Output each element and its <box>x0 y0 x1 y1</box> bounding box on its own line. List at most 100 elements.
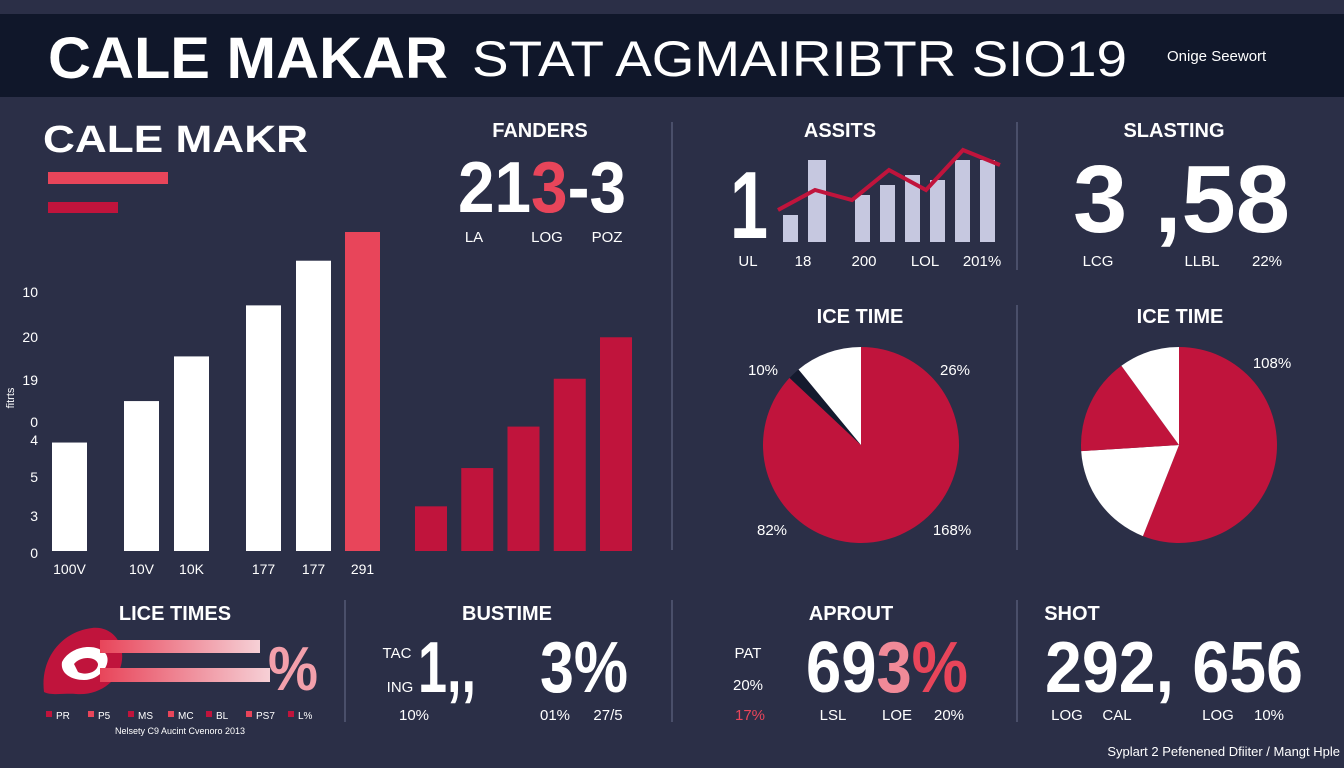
trend-line <box>777 147 1001 212</box>
stat-label: CAL <box>1102 707 1131 724</box>
value-part: 21 <box>458 148 531 228</box>
header-title: CALE MAKAR <box>48 26 448 91</box>
side-label: 10 <box>22 284 38 300</box>
value-part: 3% <box>540 628 628 708</box>
legend-label: PS7 <box>256 711 275 722</box>
pie-slice <box>798 347 861 445</box>
legend-swatch <box>288 711 294 717</box>
pie-slice <box>1121 347 1179 445</box>
stat-label: 27/5 <box>593 707 622 724</box>
stat-label: 20% <box>934 707 964 724</box>
value-part: -3 <box>568 148 626 228</box>
hero-title: CALE MAKR <box>43 119 308 161</box>
side-label: 20% <box>733 677 763 694</box>
bar <box>174 356 209 551</box>
legend-label: L% <box>298 711 313 722</box>
stat-label: 18 <box>795 253 812 270</box>
legend-label: PR <box>56 711 70 722</box>
bar <box>52 442 87 551</box>
accent-bar <box>48 172 168 184</box>
stat-label: 01% <box>540 707 570 724</box>
pie-label: 108% <box>1253 355 1291 372</box>
bar <box>345 232 380 551</box>
stat-label: LOL <box>911 253 939 270</box>
panel-title: SHOT <box>1044 603 1100 625</box>
pie-label: 168% <box>933 522 971 539</box>
side-label: 4 <box>30 432 38 448</box>
stat-title: SLASTING <box>1123 120 1224 142</box>
pie-slice <box>763 347 960 543</box>
side-label: 0 <box>30 414 38 430</box>
value-part: 292, 656 <box>1045 628 1303 708</box>
value-part: 69 <box>806 628 876 708</box>
mini-bar <box>855 195 870 242</box>
axis-title: fitrts <box>5 387 17 408</box>
stat-label: LOG <box>1202 707 1234 724</box>
stat-label: 10% <box>399 707 429 724</box>
x-tick-label: 177 <box>252 561 276 577</box>
x-tick-label: 10V <box>129 561 155 577</box>
stat-label: LOG <box>531 229 563 246</box>
pie-label: 82% <box>757 522 787 539</box>
pie-title: ICE TIME <box>1137 306 1224 328</box>
legend-swatch <box>206 711 212 717</box>
stat-label: 200 <box>851 253 876 270</box>
stat-label: LOE <box>882 707 912 724</box>
stat-title: FANDERS <box>492 120 588 142</box>
mini-bar <box>880 185 895 242</box>
side-label: 5 <box>30 469 38 485</box>
bar <box>296 260 331 551</box>
legend-label: P5 <box>98 711 111 722</box>
side-label: 20 <box>22 329 38 345</box>
mini-bar <box>955 160 970 242</box>
legend-swatch <box>88 711 94 717</box>
mini-bar <box>930 180 945 242</box>
pie-title: ICE TIME <box>817 306 904 328</box>
stat-label: LA <box>465 229 483 246</box>
panel-title: LICE TIMES <box>119 603 231 625</box>
bar <box>553 378 586 551</box>
side-label: 0 <box>30 545 38 561</box>
side-label: 19 <box>22 372 38 388</box>
value-part: 3 <box>531 148 568 228</box>
x-tick-label: 177 <box>302 561 326 577</box>
legend-label: MC <box>178 711 194 722</box>
header-subtitle: STAT AGMAIRIBTR SIO19 <box>472 31 1127 87</box>
pie-slice <box>1081 445 1179 537</box>
legend-label: BL <box>216 711 229 722</box>
legend: PR P5 MS MC BL PS7 L% <box>46 711 313 722</box>
deco-bar <box>100 640 260 653</box>
panel-title: APROUT <box>809 603 893 625</box>
stat-label: POZ <box>592 229 623 246</box>
stat-value: 693% <box>806 628 968 708</box>
deco-bar <box>100 668 270 682</box>
stat-label: LLBL <box>1184 253 1219 270</box>
stat-label: LOG <box>1051 707 1083 724</box>
stat-value: 3% <box>540 628 628 708</box>
pie-slice <box>1081 365 1179 452</box>
stat-label: LCG <box>1083 253 1114 270</box>
side-label: 17% <box>735 707 765 724</box>
stat-label: UL <box>738 253 757 270</box>
pie-label: 26% <box>940 362 970 379</box>
bar <box>415 506 447 551</box>
legend-swatch <box>246 711 252 717</box>
value-part: % <box>268 635 318 704</box>
legend-swatch <box>168 711 174 717</box>
side-label: 3 <box>30 508 38 524</box>
pie-label: 10% <box>748 362 778 379</box>
pie-slice <box>789 369 861 445</box>
bar <box>507 426 540 551</box>
stat-label: 22% <box>1252 253 1282 270</box>
mini-bar <box>980 160 995 242</box>
legend-swatch <box>128 711 134 717</box>
x-tick-label: 291 <box>351 561 375 577</box>
bar <box>124 401 159 551</box>
stat-label: 10% <box>1254 707 1284 724</box>
value-part: % <box>912 628 968 708</box>
caption: Nelsety C9 Aucint Cvenoro 2013 <box>115 726 245 736</box>
bar <box>461 468 494 551</box>
stat-value: 3 ,58 <box>1073 146 1290 253</box>
value-part: 3 ,58 <box>1073 146 1290 253</box>
